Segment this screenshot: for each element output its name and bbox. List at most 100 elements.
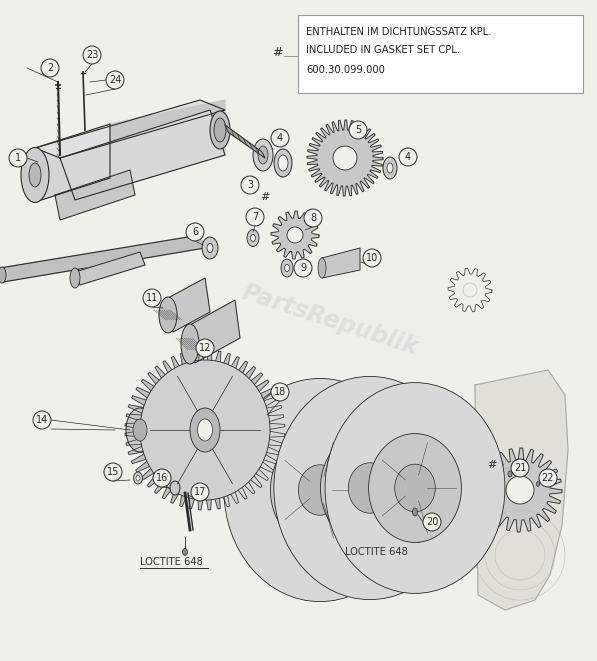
Text: 23: 23 [86, 50, 98, 60]
Ellipse shape [210, 111, 230, 149]
Circle shape [196, 339, 214, 357]
Text: LOCTITE 648: LOCTITE 648 [345, 547, 408, 557]
Circle shape [186, 223, 204, 241]
Text: 21: 21 [514, 463, 526, 473]
Text: 2: 2 [47, 63, 53, 73]
Text: PartsRepublik: PartsRepublik [238, 280, 421, 360]
Ellipse shape [348, 463, 392, 513]
Ellipse shape [190, 408, 220, 452]
Circle shape [241, 176, 259, 194]
Text: 1: 1 [15, 153, 21, 163]
Circle shape [9, 149, 27, 167]
Polygon shape [307, 120, 383, 196]
Circle shape [423, 513, 441, 531]
Circle shape [104, 463, 122, 481]
Polygon shape [475, 370, 568, 610]
Text: 5: 5 [355, 125, 361, 135]
Circle shape [191, 483, 209, 501]
Ellipse shape [537, 481, 540, 486]
Ellipse shape [413, 508, 417, 516]
Circle shape [539, 469, 557, 487]
Ellipse shape [170, 481, 180, 495]
Circle shape [363, 249, 381, 267]
Polygon shape [110, 100, 225, 178]
Ellipse shape [29, 163, 41, 187]
Ellipse shape [508, 471, 512, 477]
Ellipse shape [140, 360, 270, 500]
Ellipse shape [258, 146, 268, 164]
Ellipse shape [387, 163, 393, 173]
Ellipse shape [298, 465, 341, 515]
Circle shape [399, 148, 417, 166]
Ellipse shape [278, 155, 288, 171]
Ellipse shape [159, 297, 177, 333]
Text: 18: 18 [274, 387, 286, 397]
Circle shape [143, 289, 161, 307]
Text: 10: 10 [366, 253, 378, 263]
Circle shape [41, 59, 59, 77]
Text: 8: 8 [310, 213, 316, 223]
Ellipse shape [0, 267, 6, 283]
Ellipse shape [274, 149, 292, 177]
Ellipse shape [247, 229, 259, 247]
Ellipse shape [383, 157, 397, 179]
Ellipse shape [126, 408, 154, 452]
Text: 20: 20 [426, 517, 438, 527]
Polygon shape [35, 100, 225, 158]
Polygon shape [35, 124, 110, 202]
Text: 7: 7 [252, 212, 258, 222]
Ellipse shape [416, 535, 420, 543]
Ellipse shape [270, 432, 370, 547]
Text: 14: 14 [36, 415, 48, 425]
Ellipse shape [207, 243, 213, 253]
Circle shape [271, 383, 289, 401]
Circle shape [153, 469, 171, 487]
Polygon shape [75, 252, 145, 285]
Text: 17: 17 [194, 487, 206, 497]
Text: 22: 22 [541, 473, 554, 483]
Circle shape [83, 46, 101, 64]
Polygon shape [60, 110, 225, 200]
Polygon shape [271, 211, 319, 259]
Ellipse shape [136, 475, 140, 481]
Polygon shape [0, 235, 205, 282]
Polygon shape [478, 448, 562, 532]
Polygon shape [322, 248, 360, 278]
Circle shape [349, 121, 367, 139]
Text: 9: 9 [300, 263, 306, 273]
Ellipse shape [202, 237, 218, 259]
Text: 15: 15 [107, 467, 119, 477]
Text: LOCTITE 648: LOCTITE 648 [140, 557, 203, 567]
Ellipse shape [318, 258, 326, 278]
Ellipse shape [395, 464, 435, 512]
Text: 3: 3 [247, 180, 253, 190]
Text: 12: 12 [199, 343, 211, 353]
Text: #: # [272, 46, 282, 59]
Text: 11: 11 [146, 293, 158, 303]
Circle shape [511, 459, 529, 477]
Ellipse shape [368, 434, 461, 543]
Ellipse shape [258, 418, 382, 562]
FancyBboxPatch shape [298, 15, 583, 93]
Circle shape [304, 209, 322, 227]
Ellipse shape [308, 416, 432, 560]
Text: 4: 4 [277, 133, 283, 143]
Ellipse shape [224, 378, 416, 602]
Text: INCLUDED IN GASKET SET CPL.: INCLUDED IN GASKET SET CPL. [306, 45, 460, 55]
Circle shape [294, 259, 312, 277]
Text: 6: 6 [192, 227, 198, 237]
Ellipse shape [214, 118, 226, 142]
Text: 600.30.099.000: 600.30.099.000 [306, 65, 385, 75]
Polygon shape [125, 350, 285, 510]
Polygon shape [168, 278, 210, 332]
Ellipse shape [357, 420, 473, 556]
Text: #: # [260, 192, 269, 202]
Ellipse shape [325, 383, 505, 594]
Circle shape [506, 476, 534, 504]
Text: ENTHALTEN IM DICHTUNGSSATZ KPL.: ENTHALTEN IM DICHTUNGSSATZ KPL. [306, 27, 491, 37]
Polygon shape [225, 125, 265, 158]
Circle shape [287, 227, 303, 243]
Text: 16: 16 [156, 473, 168, 483]
Ellipse shape [281, 259, 293, 277]
Circle shape [106, 71, 124, 89]
